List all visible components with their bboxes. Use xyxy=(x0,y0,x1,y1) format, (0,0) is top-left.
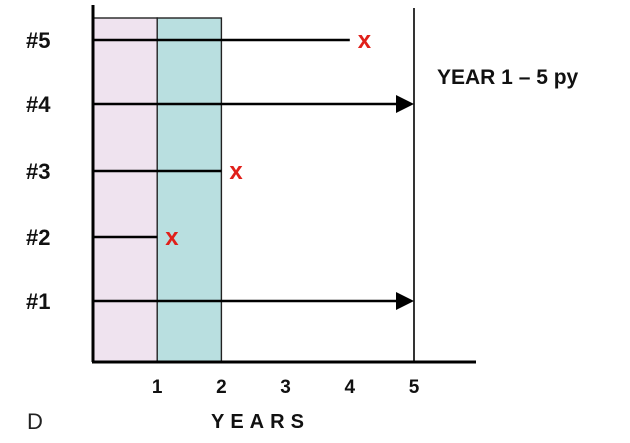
event-marker-5: x xyxy=(358,27,372,54)
arrowhead-1 xyxy=(396,292,414,310)
x-axis-ticks: 1 2 3 4 5 xyxy=(152,377,420,398)
row-label-5: #5 xyxy=(26,28,50,53)
row-labels: #5 #4 #3 #2 #1 xyxy=(26,28,51,314)
x-tick-1: 1 xyxy=(152,377,163,398)
row-label-1: #1 xyxy=(26,289,50,314)
event-marker-3: x xyxy=(229,158,243,185)
shaded-intervals xyxy=(92,17,223,363)
x-tick-2: 2 xyxy=(216,377,227,398)
event-marker-2: x xyxy=(165,224,179,251)
row-label-2: #2 xyxy=(26,225,50,250)
interval-band-2 xyxy=(156,17,223,363)
row-label-4: #4 xyxy=(26,92,51,117)
interval-band-1 xyxy=(92,17,158,363)
x-axis-title: YEARS xyxy=(211,411,310,433)
annotation-text: YEAR 1 – 5 py xyxy=(437,66,579,89)
subject-lines: x x x xyxy=(93,27,414,310)
arrowhead-4 xyxy=(396,95,414,113)
x-tick-5: 5 xyxy=(409,377,420,398)
row-label-3: #3 xyxy=(26,159,50,184)
x-tick-4: 4 xyxy=(345,377,356,398)
x-tick-3: 3 xyxy=(280,377,291,398)
panel-label: D xyxy=(27,409,43,434)
